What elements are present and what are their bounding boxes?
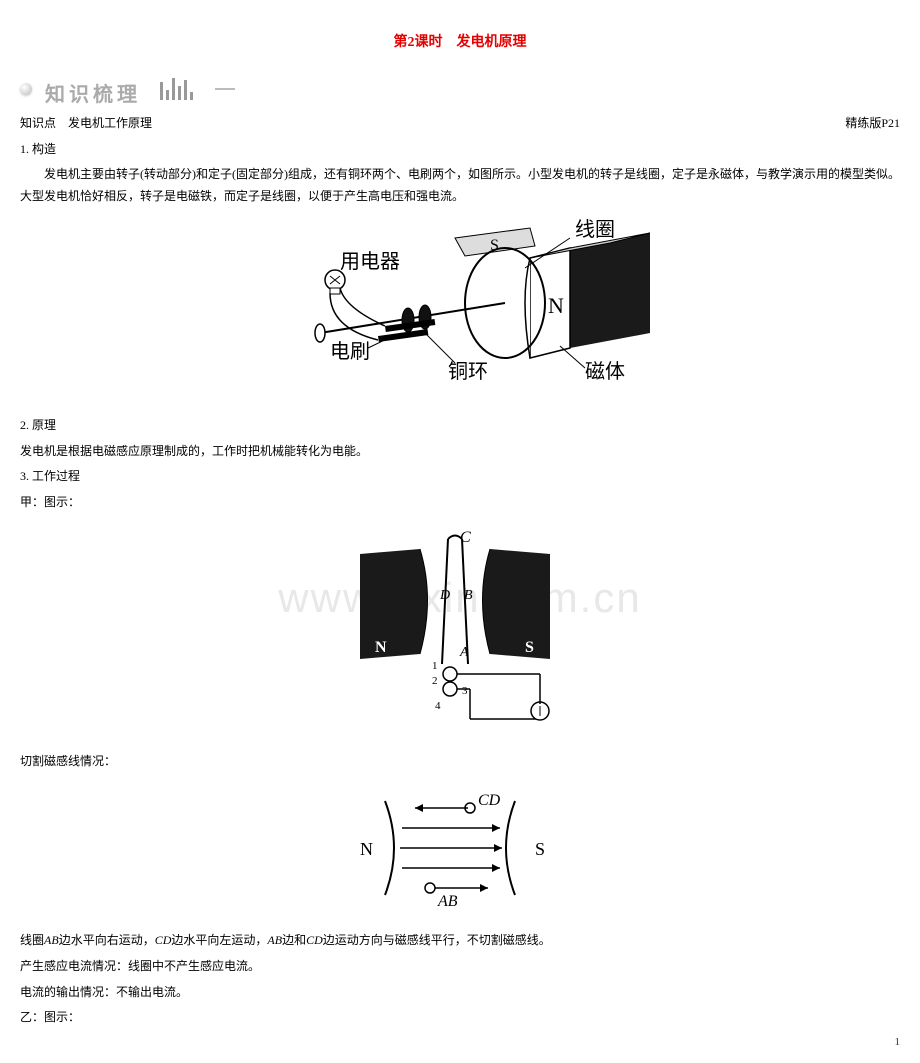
gen-label-magnet: 磁体 <box>585 360 625 383</box>
svg-text:4: 4 <box>435 700 441 712</box>
page-title: 第2课时 发电机原理 <box>20 30 900 55</box>
gen-label-appliance: 用电器 <box>340 250 400 273</box>
case-a-heading: 甲：图示： <box>20 492 900 514</box>
field-figure: N S CD AB <box>20 783 900 921</box>
section-header: 知识梳理 <box>20 75 900 105</box>
page-number: 1 <box>895 1033 901 1053</box>
knowledge-point-label: 知识点 发电机工作原理 <box>20 113 152 135</box>
principle-heading: 2. 原理 <box>20 415 900 437</box>
induced-current: 产生感应电流情况：线圈中不产生感应电流。 <box>20 956 900 978</box>
case-b-heading: 乙：图示： <box>20 1007 900 1029</box>
svg-text:3: 3 <box>462 685 468 697</box>
bars-icon <box>160 78 193 100</box>
gen-label-brush: 电刷 <box>330 340 370 363</box>
svg-text:C: C <box>460 529 471 546</box>
section-header-text: 知识梳理 <box>45 77 141 113</box>
coil-figure: N S C D B A 1 2 3 4 <box>20 524 900 742</box>
reference-label: 精练版P21 <box>845 113 900 135</box>
svg-text:2: 2 <box>432 675 438 687</box>
gen-label-coil: 线圈 <box>575 218 615 241</box>
generator-figure: N S <box>20 218 900 406</box>
principle-body: 发电机是根据电磁感应原理制成的，工作时把机械能转化为电能。 <box>20 441 900 463</box>
svg-text:S: S <box>525 639 534 656</box>
cutting-heading: 切割磁感线情况： <box>20 751 900 773</box>
svg-text:D: D <box>439 588 450 603</box>
svg-text:CD: CD <box>478 792 501 809</box>
dash-icon <box>215 88 235 90</box>
svg-text:AB: AB <box>437 893 458 910</box>
dot-icon <box>20 83 32 95</box>
structure-body: 发电机主要由转子(转动部分)和定子(固定部分)组成，还有铜环两个、电刷两个，如图… <box>20 164 900 207</box>
svg-text:N: N <box>375 639 387 656</box>
structure-heading: 1. 构造 <box>20 139 900 161</box>
process-heading: 3. 工作过程 <box>20 466 900 488</box>
svg-text:S: S <box>535 839 545 859</box>
line-ab-cd: 线圈AB边水平向右运动，CD边水平向左运动，AB边和CD边运动方向与磁感线平行，… <box>20 930 900 952</box>
svg-text:1: 1 <box>432 660 438 672</box>
svg-text:N: N <box>360 839 373 859</box>
svg-text:A: A <box>459 645 469 660</box>
gen-label-ring: 铜环 <box>448 360 488 383</box>
output-current: 电流的输出情况：不输出电流。 <box>20 982 900 1004</box>
label-n: N <box>548 293 564 318</box>
svg-text:B: B <box>464 588 473 603</box>
